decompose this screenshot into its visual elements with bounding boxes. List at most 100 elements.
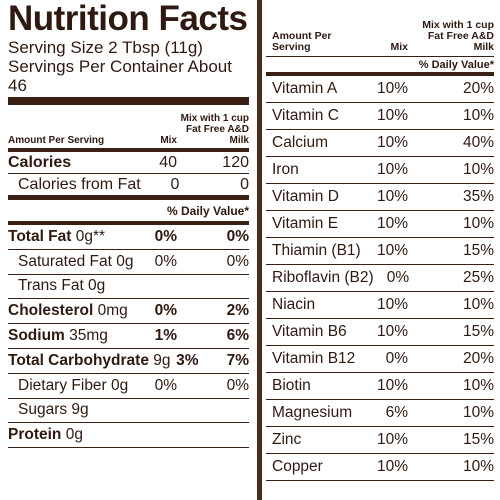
calories-row: Calories 40 120 [8,152,249,174]
milk-column-label: Mix with 1 cup Fat Free A&D Milk [180,113,249,146]
vitamin-mix-dv: 10% [376,296,408,313]
nutrient-label: Cholesterol 0mg [8,302,137,320]
nutrient-label: Protein 0g [8,426,137,444]
right-mix-column-label: Mix [390,41,408,53]
vitamin-name: Vitamin B6 [272,323,347,340]
nutrient-name: Trans Fat [18,277,84,295]
vitamin-mix-dv: 10% [376,242,408,259]
vitamin-row: Copper 10% 10% [266,454,494,481]
nutrient-label: Dietary Fiber 0g [8,377,137,395]
vitamin-milk-dv: 10% [462,215,494,232]
vitamin-milk-dv: 15% [462,431,494,448]
vitamin-name: Vitamin B12 [272,350,356,367]
nutrient-name: Sodium [8,327,65,345]
nutrient-name: Protein [8,426,62,444]
vitamin-name: Thiamin (B1) [272,242,361,259]
vitamin-row: Vitamin A 10% 20% [266,76,494,103]
left-column-header: Amount Per Serving Mix Mix with 1 cup Fa… [8,108,249,148]
nutrient-milk-dv: 0% [226,376,249,394]
nutrient-amount: 35mg [64,327,108,345]
nutrient-amount: 0g** [71,227,106,245]
right-panel: Amount Per Serving Mix Mix with 1 cup Fa… [262,0,500,500]
vitamin-milk-dv: 10% [462,161,494,178]
vitamin-row: Vitamin C 10% 10% [266,103,494,130]
nutrient-label: Saturated Fat 0g [8,253,137,271]
vitamin-row: Vitamin D 10% 35% [266,184,494,211]
right-amount-per-serving-label: Amount Per Serving [272,30,332,53]
calories-milk: 120 [222,153,249,171]
vitamin-row: Vitamin E 10% 10% [266,211,494,238]
nutrient-row: Trans Fat 0g [8,275,249,300]
panel-divider [257,0,262,500]
left-panel: Nutrition Facts Serving Size 2 Tbsp (11g… [0,0,257,500]
vitamin-milk-dv: 20% [462,80,494,97]
nutrient-amount: 0mg [93,302,128,320]
calories-label: Calories [8,153,72,171]
nutrient-amount: 0g [61,426,83,444]
vitamin-milk-dv: 10% [462,404,494,421]
nutrient-name: Total Fat [8,227,72,245]
nutrient-amount: 9g [148,351,171,369]
nutrient-row: Sodium 35mg 1% 6% [8,324,249,349]
vitamin-mix-dv: 10% [376,107,408,124]
nutrient-name: Cholesterol [8,302,94,320]
vitamin-mix-dv: 10% [376,188,408,205]
vitamin-milk-dv: 15% [462,242,494,259]
vitamin-mix-dv: 10% [376,323,408,340]
calories-fat-label: Calories from Fat [18,175,141,193]
vitamin-milk-dv: 10% [462,377,494,394]
vitamin-milk-dv: 15% [462,323,494,340]
vitamin-milk-dv: 35% [462,188,494,205]
vitamin-mix-dv: 10% [376,431,408,448]
vitamin-row: Zinc 10% 15% [266,427,494,454]
right-milk-column-label: Mix with 1 cup Fat Free A&D Milk [422,19,494,53]
vitamin-mix-dv: 10% [376,161,408,178]
nutrient-milk-dv: 2% [226,302,249,320]
nutrient-milk-dv: 0% [226,252,249,270]
vitamin-mix-dv: 10% [376,215,408,232]
vitamin-mix-dv: 10% [376,80,408,97]
nutrient-name: Saturated Fat [18,252,112,270]
vitamin-row: Magnesium 6% 10% [266,400,494,427]
right-daily-value-header: % Daily Value* [266,56,494,76]
vitamin-row: Niacin 10% 10% [266,292,494,319]
vitamin-row: Thiamin (B1) 10% 15% [266,238,494,265]
vitamin-row: Vitamin B6 10% 15% [266,319,494,346]
vitamin-name: Iron [272,161,299,178]
vitamin-row: Vitamin B12 0% 20% [266,346,494,373]
calories-fat-mix: 0 [170,175,180,193]
vitamin-name: Vitamin A [272,80,338,97]
vitamin-name: Vitamin C [272,107,339,124]
nutrient-amount: 0g [111,252,134,270]
vitamin-milk-dv: 10% [462,458,494,475]
nutrient-row: Total Fat 0g** 0% 0% [8,225,249,250]
vitamin-name: Niacin [272,296,316,313]
nutrient-mix-dv: 0% [154,376,177,394]
vitamin-milk-dv: 10% [462,296,494,313]
thick-divider [8,97,249,105]
nutrient-amount: 0g [83,277,106,295]
nutrient-mix-dv: 1% [154,327,177,345]
vitamin-name: Copper [272,458,323,475]
calories-fat-row: Calories from Fat 0 0 [8,174,249,196]
vitamin-milk-dv: 25% [462,269,494,286]
vitamin-mix-dv: 10% [376,377,408,394]
daily-value-divider [8,222,249,225]
nutrient-row: Cholesterol 0mg 0% 2% [8,299,249,325]
nutrient-row: Dietary Fiber 0g 0% 0% [8,374,249,399]
vitamin-row: Calcium 10% 40% [266,130,494,157]
nutrient-mix-dv: 0% [154,227,177,245]
vitamin-milk-dv: 40% [462,134,494,151]
vitamin-milk-dv: 20% [462,350,494,367]
vitamin-name: Vitamin D [272,188,339,205]
vitamin-milk-dv: 10% [462,107,494,124]
nutrient-label: Sugars 9g [8,401,137,419]
header-divider [8,148,249,152]
right-column-header: Amount Per Serving Mix Mix with 1 cup Fa… [266,0,494,56]
calories-fat-milk: 0 [240,175,249,193]
nutrient-mix-dv: 3% [176,351,199,369]
nutrient-amount: 0g [106,376,129,394]
vitamin-list: Vitamin A 10% 20% Vitamin C 10% 10% Calcium 10%… [266,76,494,481]
vitamin-mix-dv: 0% [385,350,408,367]
vitamin-mix-dv: 0% [386,269,410,286]
